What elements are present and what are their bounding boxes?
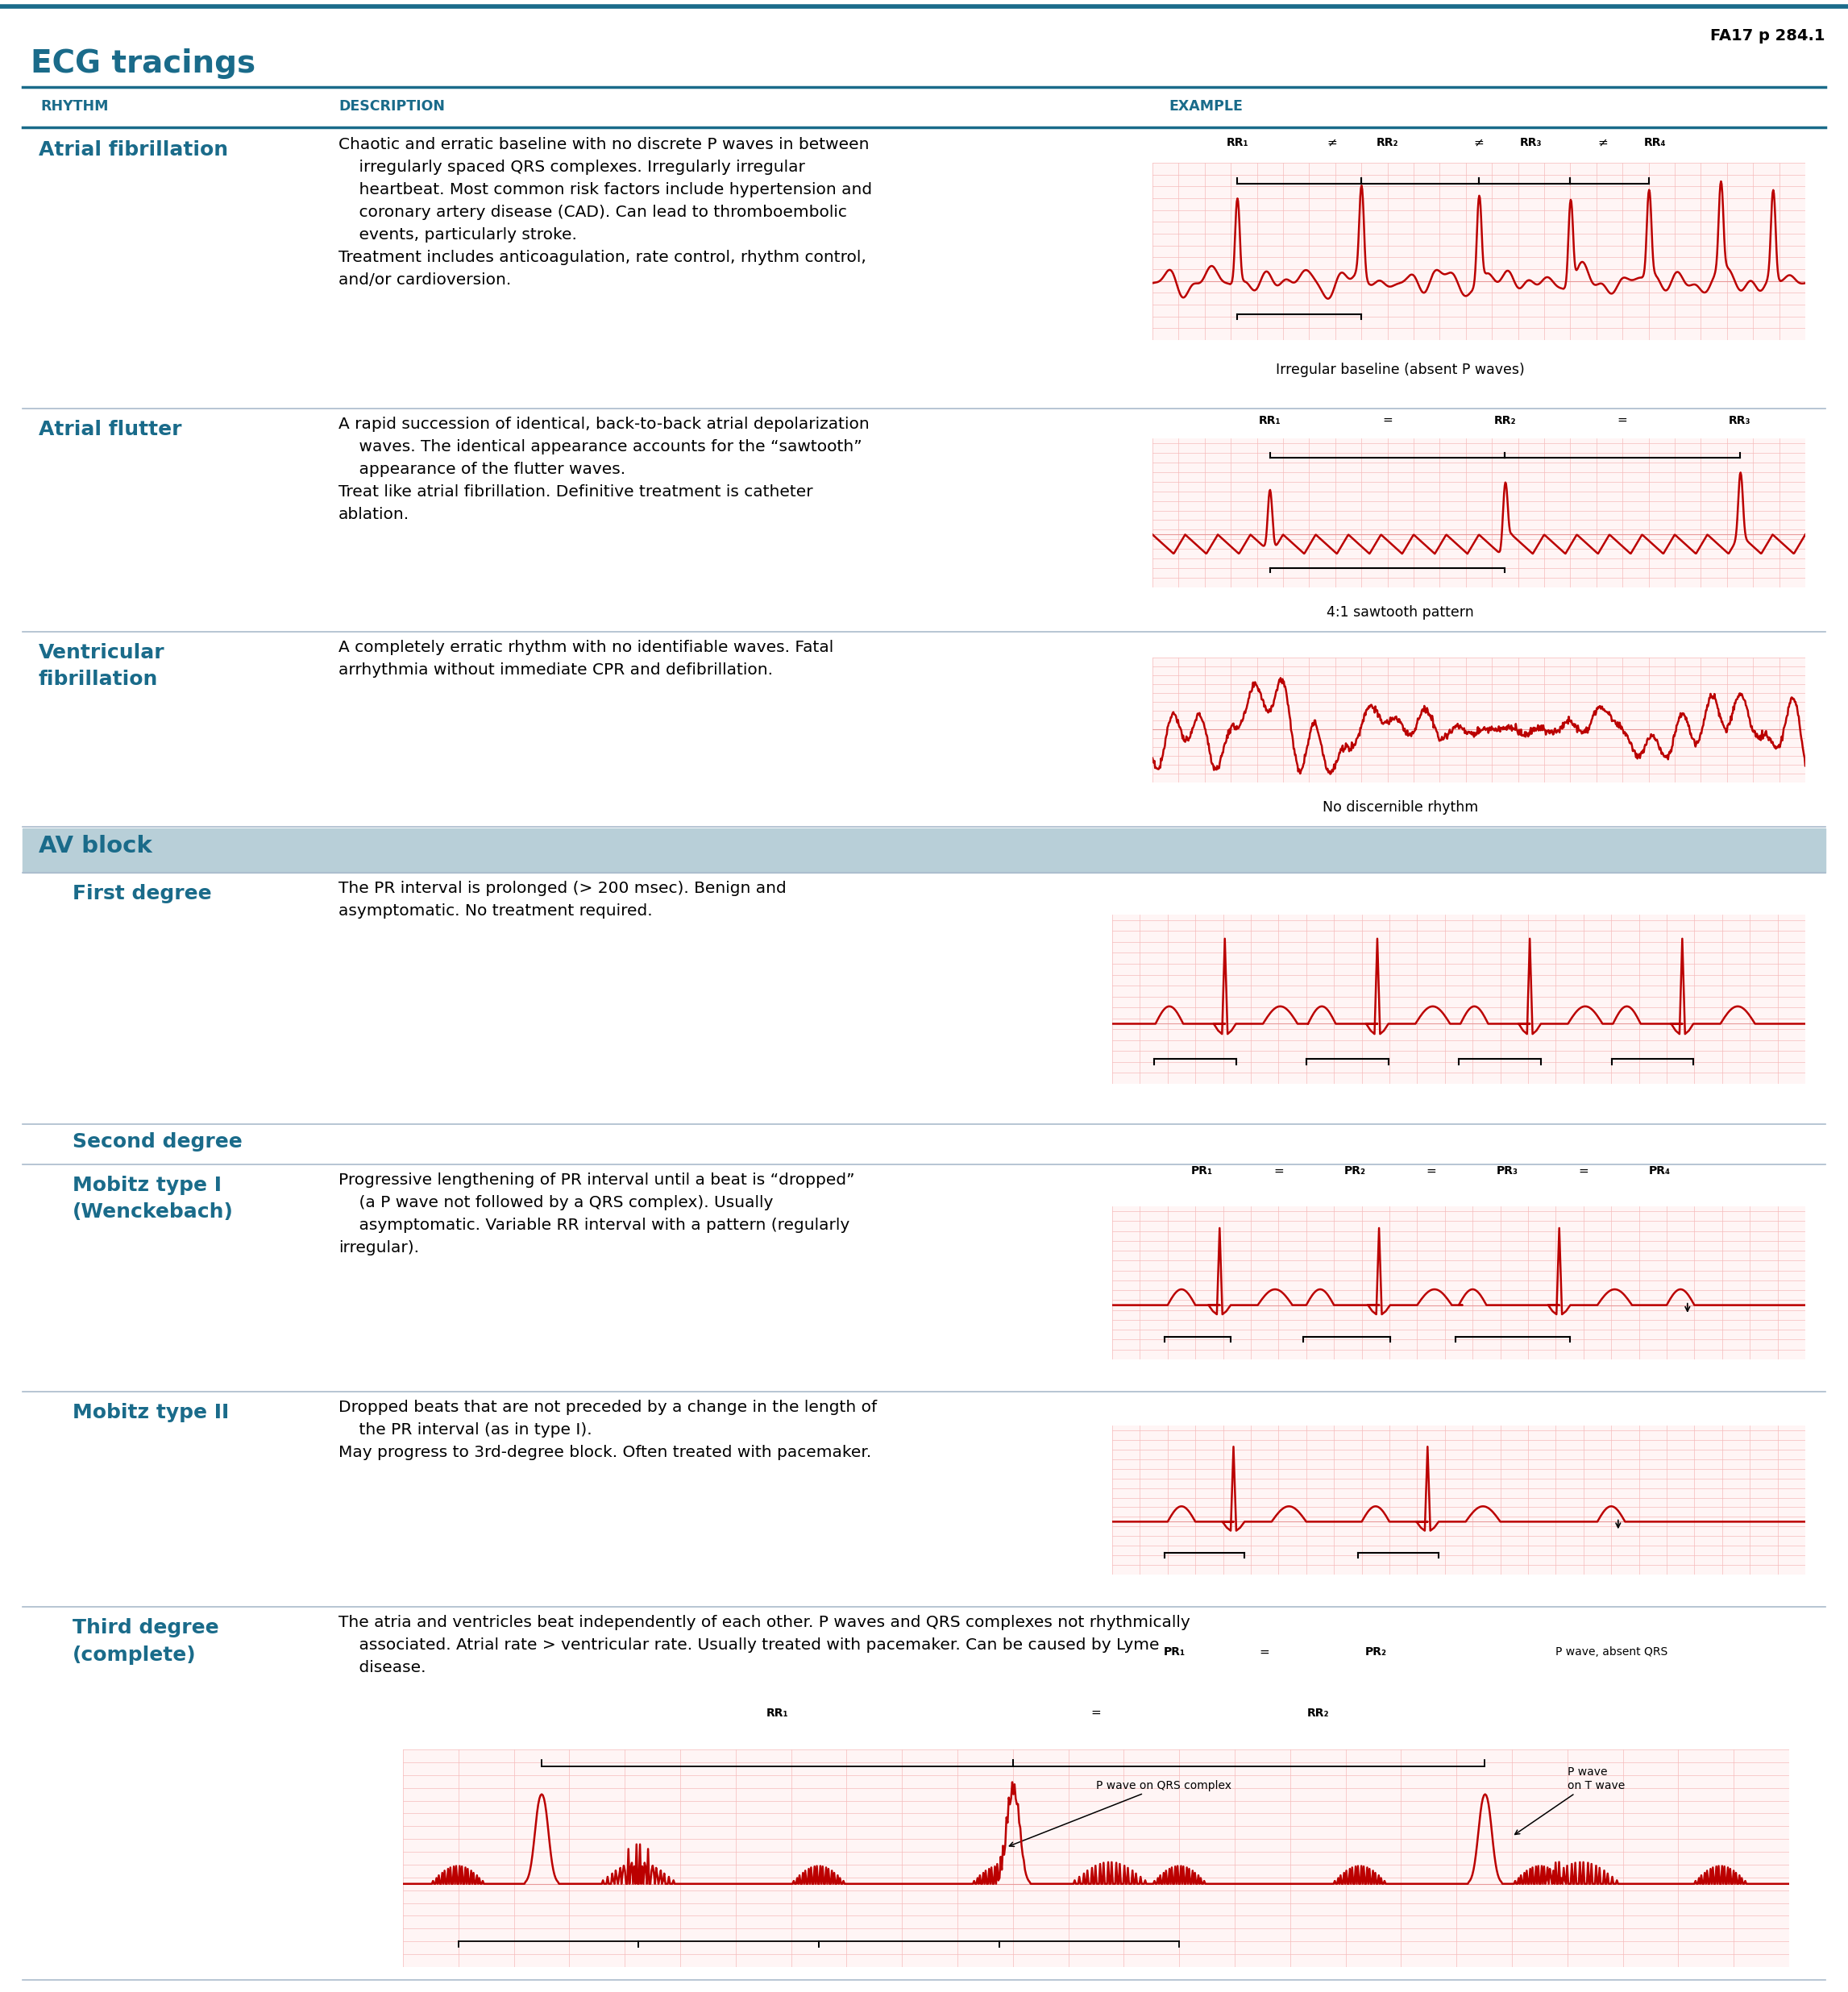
Text: AV block: AV block xyxy=(39,835,152,857)
Text: Progressive lengthening of PR interval until a beat is “dropped”
    (a P wave n: Progressive lengthening of PR interval u… xyxy=(338,1173,854,1255)
Text: Atrial fibrillation: Atrial fibrillation xyxy=(39,139,227,159)
Bar xyxy=(22,829,1826,872)
Text: =: = xyxy=(1617,414,1628,426)
Text: PR₂: PR₂ xyxy=(1343,1165,1366,1177)
Text: =: = xyxy=(1260,1645,1270,1657)
Text: RR₃: RR₃ xyxy=(1730,414,1752,426)
Text: PR₄: PR₄ xyxy=(1648,1165,1671,1177)
Text: P wave, absent QRS: P wave, absent QRS xyxy=(1556,1645,1667,1657)
Text: Ventricular
fibrillation: Ventricular fibrillation xyxy=(39,643,164,689)
Text: Atrial flutter: Atrial flutter xyxy=(39,420,181,438)
Text: ≠: ≠ xyxy=(1599,137,1608,149)
Text: PR₂: PR₂ xyxy=(1364,1645,1386,1657)
Text: Mobitz type I
(Wenckebach): Mobitz type I (Wenckebach) xyxy=(72,1175,233,1221)
Text: RHYTHM: RHYTHM xyxy=(41,100,109,114)
Text: ≠: ≠ xyxy=(1327,137,1338,149)
Text: First degree: First degree xyxy=(72,884,213,902)
Text: =: = xyxy=(1382,414,1393,426)
Text: <: < xyxy=(1246,1432,1257,1444)
Text: A completely erratic rhythm with no identifiable waves. Fatal
arrhythmia without: A completely erratic rhythm with no iden… xyxy=(338,639,833,677)
Text: PR₃: PR₃ xyxy=(1497,1165,1519,1177)
Text: =: = xyxy=(1578,1165,1589,1177)
Text: Third degree
(complete): Third degree (complete) xyxy=(72,1618,218,1665)
Text: EXAMPLE: EXAMPLE xyxy=(1168,100,1242,114)
Text: RR₁: RR₁ xyxy=(1258,414,1281,426)
Text: Mobitz type II: Mobitz type II xyxy=(72,1402,229,1422)
Text: <: < xyxy=(1404,1432,1416,1444)
Text: RR₃: RR₃ xyxy=(1521,137,1543,149)
Text: =: = xyxy=(1090,1707,1101,1719)
Text: Irregular baseline (absent P waves): Irregular baseline (absent P waves) xyxy=(1277,363,1525,376)
Text: RR₂: RR₂ xyxy=(1493,414,1515,426)
Text: PR₁: PR₁ xyxy=(1192,1165,1214,1177)
Text: =: = xyxy=(1427,1165,1436,1177)
Text: PR₁: PR₁ xyxy=(1164,1645,1186,1657)
Text: RR₂: RR₂ xyxy=(1377,137,1399,149)
Text: PR₁: PR₁ xyxy=(1164,1432,1186,1444)
Text: P wave on QRS complex: P wave on QRS complex xyxy=(1009,1779,1231,1847)
Text: DESCRIPTION: DESCRIPTION xyxy=(338,100,445,114)
Text: Second degree: Second degree xyxy=(72,1131,242,1151)
Text: RR₁: RR₁ xyxy=(1227,137,1249,149)
Text: PR₃: PR₃ xyxy=(1475,1432,1497,1444)
Text: ≠: ≠ xyxy=(1473,137,1484,149)
Text: Dropped beats that are not preceded by a change in the length of
    the PR inte: Dropped beats that are not preceded by a… xyxy=(338,1400,878,1460)
Text: P wave, absent QRS: P wave, absent QRS xyxy=(1584,1432,1695,1444)
Text: FA17 p 284.1: FA17 p 284.1 xyxy=(1711,28,1826,44)
Text: RR₁: RR₁ xyxy=(767,1707,789,1719)
Text: ECG tracings: ECG tracings xyxy=(31,48,255,80)
Text: The atria and ventricles beat independently of each other. P waves and QRS compl: The atria and ventricles beat independen… xyxy=(338,1616,1190,1675)
Text: P wave
on T wave: P wave on T wave xyxy=(1515,1767,1624,1835)
Text: RR₄: RR₄ xyxy=(1645,137,1667,149)
Text: Chaotic and erratic baseline with no discrete P waves in between
    irregularly: Chaotic and erratic baseline with no dis… xyxy=(338,137,872,287)
Text: 4:1 sawtooth pattern: 4:1 sawtooth pattern xyxy=(1327,606,1475,620)
Text: A rapid succession of identical, back-to-back atrial depolarization
    waves. T: A rapid succession of identical, back-to… xyxy=(338,416,869,522)
Text: The PR interval is prolonged (> 200 msec). Benign and
asymptomatic. No treatment: The PR interval is prolonged (> 200 msec… xyxy=(338,880,787,918)
Text: RR₂: RR₂ xyxy=(1307,1707,1329,1719)
Text: =: = xyxy=(1273,1165,1284,1177)
Text: PR₂: PR₂ xyxy=(1308,1432,1331,1444)
Text: No discernible rhythm: No discernible rhythm xyxy=(1323,801,1478,815)
